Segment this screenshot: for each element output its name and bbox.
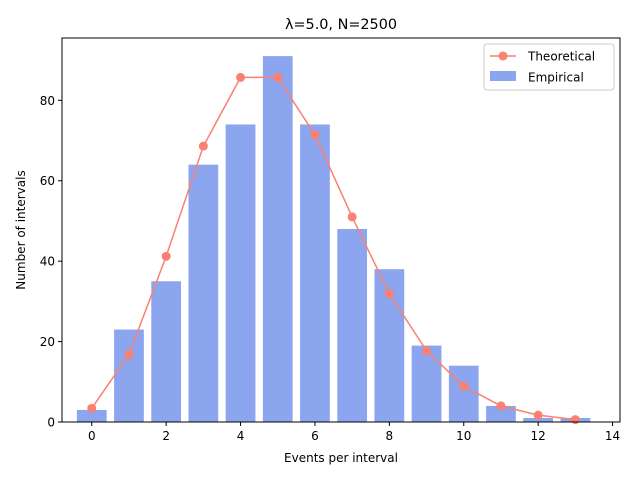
bar-6 [300,124,330,423]
line-group [87,72,580,425]
bar-4 [225,124,256,423]
theoretical-line [91,76,576,421]
x-axis-ticks: 0 2 4 6 8 10 12 14 [88,422,620,443]
y-tick-label-20: 20 [40,335,55,349]
legend: Theoretical Empirical [483,43,615,91]
bar-10 [448,365,479,422]
theoretical-point-10 [459,381,469,391]
legend-label-empirical: Empirical [528,71,584,85]
bar-7 [337,228,368,422]
theoretical-point-3 [198,141,208,151]
bar-0 [76,409,107,422]
theoretical-point-13 [570,415,580,425]
theoretical-point-4 [236,72,246,82]
x-tick-label-4: 4 [237,429,245,443]
x-tick-label-2: 2 [162,429,170,443]
plot-area-frame [61,37,621,423]
y-tick-label-60: 60 [40,174,55,188]
legend-label-theoretical: Theoretical [527,50,595,64]
theoretical-point-7 [347,212,357,222]
legend-bar-swatch [490,71,516,81]
legend-box [483,43,615,91]
x-tick-label-14: 14 [605,429,620,443]
theoretical-point-12 [533,410,543,420]
x-tick-label-8: 8 [386,429,394,443]
x-tick-label-10: 10 [456,429,471,443]
y-axis-label: Number of intervals [14,170,28,289]
bar-1 [114,329,144,422]
theoretical-point-5 [273,72,283,82]
theoretical-point-2 [161,251,171,261]
theoretical-point-11 [496,401,506,411]
x-tick-label-6: 6 [311,429,319,443]
y-tick-label-40: 40 [40,255,55,269]
bar-12 [523,417,554,422]
x-axis-label: Events per interval [284,451,398,465]
theoretical-point-8 [384,289,394,299]
theoretical-point-0 [87,403,97,413]
bars-group [76,56,591,423]
bar-3 [188,164,219,423]
theoretical-point-1 [124,349,134,359]
bar-11 [486,405,516,422]
x-tick-label-0: 0 [88,429,96,443]
theoretical-point-9 [422,346,432,356]
y-axis-ticks: 0 20 40 60 80 [40,94,62,430]
x-tick-label-12: 12 [531,429,546,443]
bar-2 [151,281,182,422]
legend-marker-swatch [498,51,508,61]
theoretical-point-6 [310,130,320,140]
y-tick-label-80: 80 [40,94,55,108]
bar-5 [262,56,293,423]
y-tick-label-0: 0 [47,416,55,430]
bar-9 [411,345,442,422]
chart-title: λ=5.0, N=2500 [285,17,397,33]
